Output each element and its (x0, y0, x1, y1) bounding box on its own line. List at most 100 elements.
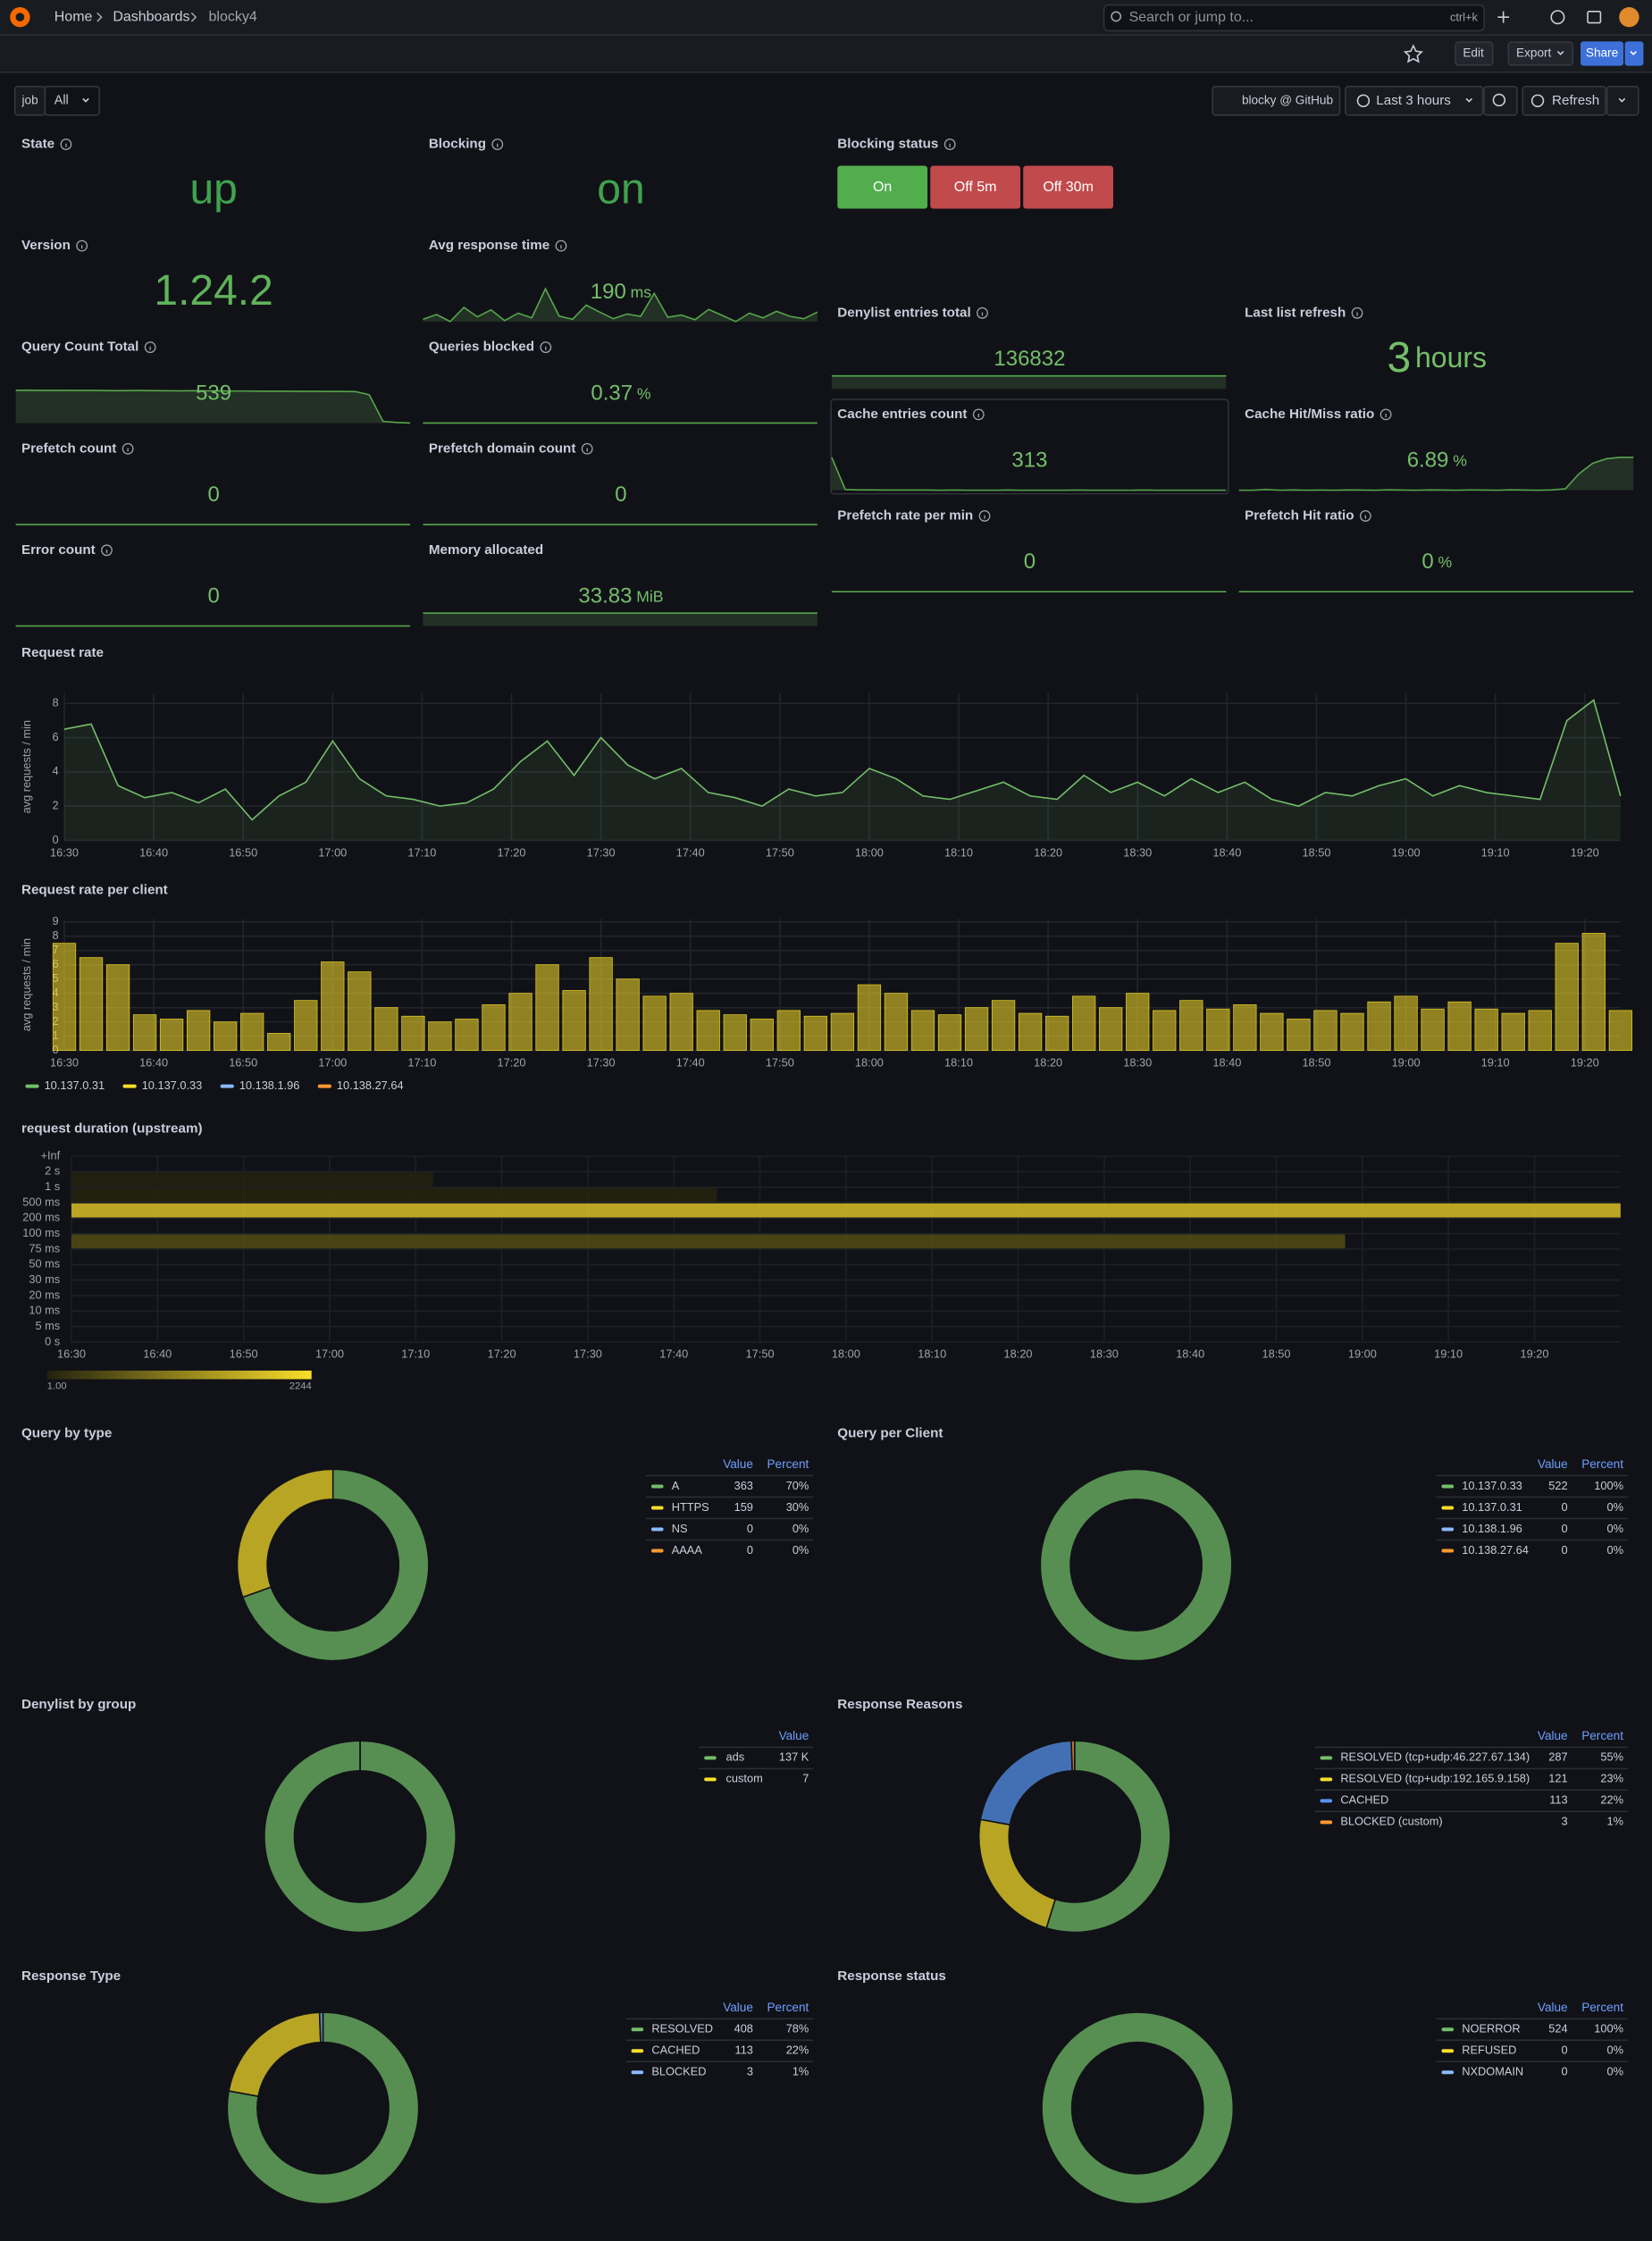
share-button[interactable] (1581, 41, 1624, 66)
legend-label[interactable]: 10.138.1.96 (239, 1079, 300, 1092)
legend-label[interactable]: 10.137.0.33 (1462, 1479, 1522, 1492)
x-tick-label: 16:50 (229, 1055, 257, 1069)
legend-label[interactable]: A (672, 1479, 680, 1492)
legend-label[interactable]: HTTPS (672, 1500, 709, 1514)
legend-label[interactable]: BLOCKED (651, 2065, 706, 2078)
info-icon (540, 341, 552, 354)
variable-value[interactable]: All (55, 94, 69, 108)
edit-button[interactable] (1455, 41, 1494, 66)
blocking-button-label[interactable]: Off 5m (954, 180, 997, 195)
caret (1618, 97, 1626, 103)
breadcrumb[interactable]: Dashboards (113, 9, 189, 24)
blocking-button[interactable] (1023, 165, 1113, 209)
donut-slice[interactable] (226, 2011, 420, 2205)
legend-label[interactable]: CACHED (1340, 1793, 1388, 1807)
export-button[interactable] (1507, 41, 1574, 66)
stat-number: 539 (196, 382, 231, 406)
donut-slice[interactable] (236, 1468, 334, 1599)
donut-slice[interactable] (1045, 1740, 1171, 1934)
donut-slice[interactable] (1039, 1468, 1233, 1662)
legend-value: 113 (735, 2044, 753, 2057)
search-placeholder[interactable]: Search or jump to... (1129, 10, 1254, 25)
heatmap-cell (71, 1203, 1621, 1218)
bar (214, 1021, 238, 1052)
refresh-icon (1530, 94, 1545, 107)
legend-value: 0 (1562, 2044, 1568, 2057)
legend-label[interactable]: RESOLVED (tcp+udp:46.227.67.134) (1340, 1750, 1530, 1764)
variable-select[interactable] (44, 85, 100, 116)
bar (294, 1000, 318, 1052)
help-icon[interactable] (1550, 10, 1565, 25)
bar (642, 995, 667, 1052)
x-tick-label: 17:20 (498, 1055, 526, 1069)
blocking-button[interactable] (837, 165, 928, 209)
legend-percent: 0% (1607, 1522, 1623, 1535)
legend-label[interactable]: 10.138.1.96 (1462, 1522, 1522, 1535)
time-range[interactable]: Last 3 hours (1376, 93, 1451, 108)
legend-percent: 23% (1600, 1772, 1623, 1785)
donut-slice[interactable] (1070, 1740, 1076, 1772)
stat-number: 0 (615, 483, 626, 507)
bucket-label: 10 ms (29, 1304, 60, 1317)
stat-value: 0% (1421, 550, 1452, 575)
link-button[interactable] (1212, 85, 1341, 116)
legend-label[interactable]: CACHED (651, 2044, 700, 2057)
blocking-button[interactable] (930, 165, 1021, 209)
bar (1099, 1007, 1123, 1052)
legend-label[interactable]: BLOCKED (custom) (1340, 1815, 1442, 1828)
heatmap-cell (71, 1188, 717, 1203)
legend-label[interactable]: ads (726, 1750, 745, 1764)
stat-number: 313 (1011, 449, 1047, 473)
link-label[interactable]: blocky @ GitHub (1242, 93, 1333, 106)
x-tick-label: 19:10 (1481, 1055, 1510, 1069)
stat-value: 190 ms (591, 280, 651, 304)
legend-label[interactable]: 10.137.0.31 (45, 1079, 105, 1092)
donut-slice[interactable] (1041, 2011, 1235, 2205)
legend-label[interactable]: NXDOMAIN (1462, 2065, 1523, 2078)
blocking-button-label[interactable]: Off 30m (1043, 180, 1094, 195)
blocking-button-label[interactable]: On (873, 180, 892, 195)
legend-label[interactable]: custom (726, 1772, 763, 1785)
time-picker[interactable] (1345, 85, 1484, 116)
legend-label[interactable]: AAAA (672, 1543, 703, 1557)
breadcrumb-sep (190, 12, 197, 22)
zoom-out[interactable] (1483, 85, 1518, 116)
breadcrumb[interactable]: Home (55, 9, 93, 24)
share-label[interactable]: Share (1586, 46, 1618, 60)
legend-label[interactable]: NS (672, 1522, 688, 1535)
x-tick-label: 18:20 (1034, 1055, 1062, 1069)
avatar[interactable] (1619, 7, 1639, 28)
legend-percent: 0% (1607, 1500, 1623, 1514)
bar (1260, 1012, 1284, 1052)
star-icon[interactable] (1403, 44, 1423, 63)
legend-label[interactable]: 10.137.0.33 (142, 1079, 203, 1092)
export-label[interactable]: Export (1516, 46, 1551, 60)
y-tick-label: 9 (52, 914, 58, 927)
x-tick-label: 19:00 (1348, 1347, 1377, 1361)
news-icon[interactable] (1587, 11, 1602, 24)
legend-header: Percent (1581, 2001, 1623, 2014)
edit-label[interactable]: Edit (1463, 46, 1484, 60)
donut-slice[interactable] (318, 2011, 324, 2044)
refresh-label[interactable]: Refresh (1552, 93, 1599, 108)
panel-title: Query per Client (837, 1425, 943, 1440)
stat-number: 0 (1421, 550, 1433, 575)
donut-slice[interactable] (241, 1468, 430, 1662)
x-tick-label: 16:40 (139, 845, 168, 859)
bar (508, 993, 532, 1052)
legend-label[interactable]: 10.138.27.64 (337, 1079, 404, 1092)
legend-label[interactable]: NOERROR (1462, 2022, 1520, 2035)
refresh-button[interactable] (1522, 85, 1606, 116)
x-tick-label: 17:00 (318, 845, 347, 859)
legend-label[interactable]: 10.138.27.64 (1462, 1543, 1529, 1557)
legend-label[interactable]: RESOLVED (tcp+udp:192.165.9.158) (1340, 1772, 1530, 1785)
caret (1556, 51, 1564, 55)
donut-slice[interactable] (264, 1740, 457, 1934)
legend-label[interactable]: REFUSED (1462, 2044, 1516, 2057)
plus-icon[interactable] (1497, 11, 1510, 23)
legend-label[interactable]: 10.137.0.31 (1462, 1500, 1522, 1514)
legend-label[interactable]: RESOLVED (651, 2022, 713, 2035)
scale-min: 1.00 (47, 1381, 67, 1391)
bar (937, 1014, 962, 1052)
search-box[interactable] (1103, 4, 1485, 32)
